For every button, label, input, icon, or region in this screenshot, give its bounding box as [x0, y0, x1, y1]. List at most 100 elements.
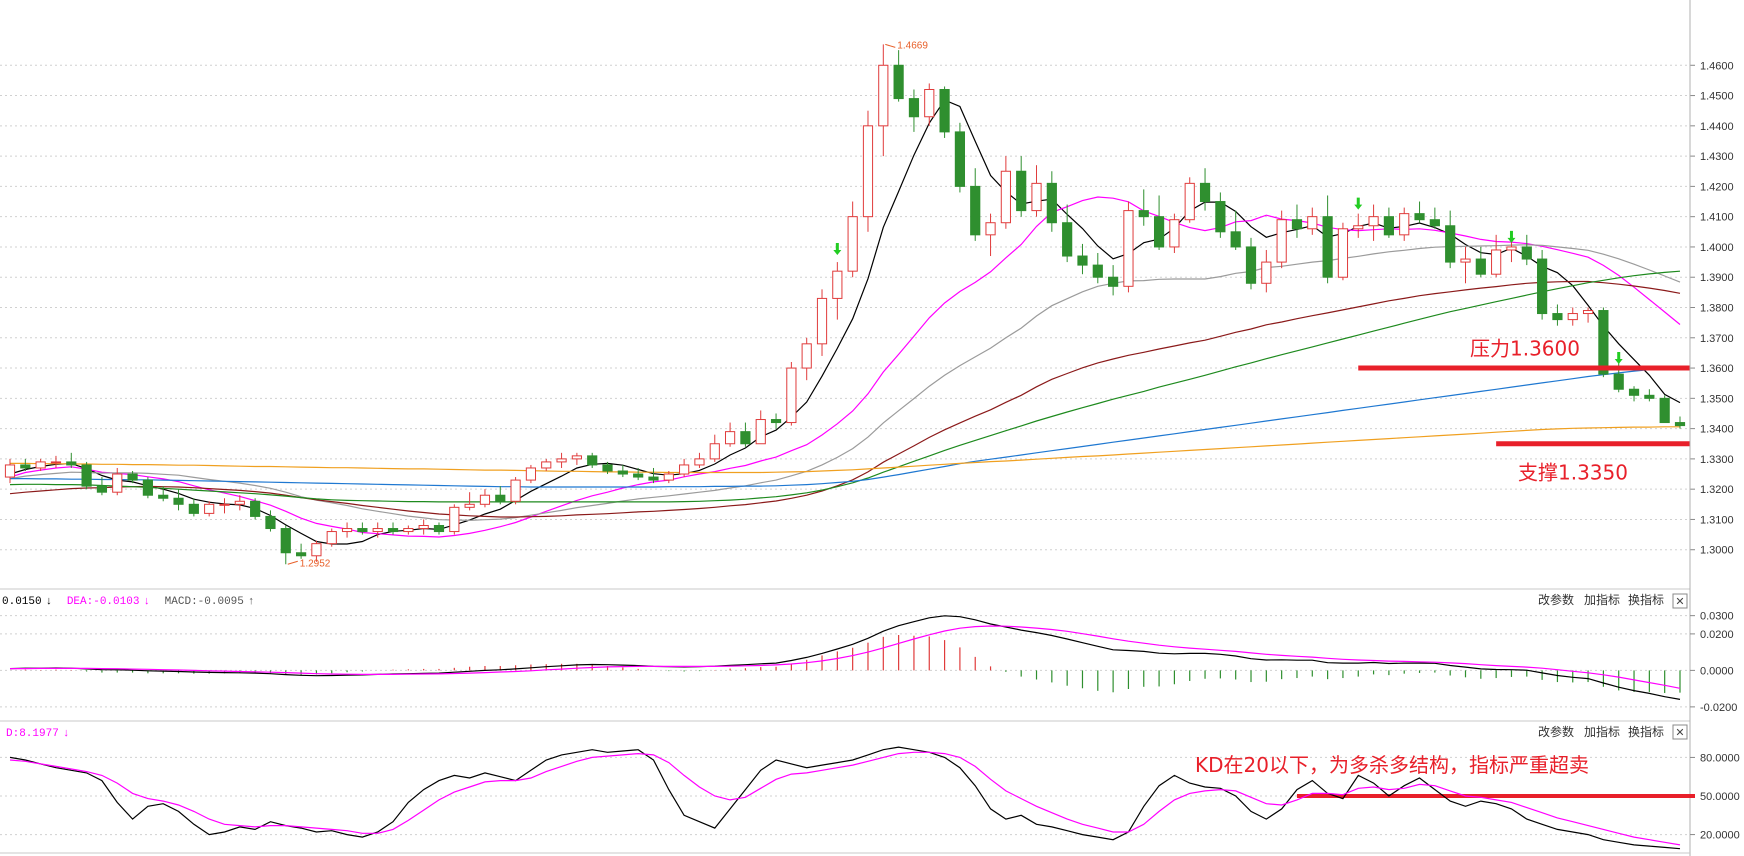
kd-switch-indicator-button[interactable]: 换指标: [1628, 724, 1664, 739]
signal-arrows: [833, 197, 1623, 364]
candle-body: [250, 500, 261, 517]
candle-body: [1414, 213, 1425, 221]
candle: [1399, 207, 1410, 241]
candle-body: [1506, 246, 1517, 251]
candle: [1245, 237, 1257, 290]
macd-macd-arrow: ↑: [248, 596, 255, 608]
candle: [1353, 213, 1364, 238]
candle-body: [908, 98, 920, 118]
candle-body: [1138, 210, 1149, 218]
candle: [786, 362, 797, 426]
candle: [112, 467, 123, 496]
candle-body: [878, 64, 889, 127]
candle: [1552, 304, 1563, 326]
candle: [35, 458, 46, 471]
kd-d-line: [9, 751, 1681, 846]
macd-histogram: [24, 634, 1681, 694]
candle: [740, 422, 751, 447]
candle: [341, 522, 353, 538]
candle-body: [81, 464, 92, 487]
candle: [1460, 246, 1471, 284]
candle: [1138, 189, 1149, 226]
macd-toolbar: 改参数 加指标 换指标 ✕: [1538, 592, 1688, 609]
candle: [1537, 249, 1548, 320]
candle: [1169, 213, 1180, 253]
candle-body: [296, 552, 307, 557]
candle: [234, 495, 245, 511]
candle: [1644, 389, 1655, 402]
candle-body: [1062, 222, 1073, 257]
candle-body: [862, 125, 874, 218]
candle-body: [127, 473, 138, 481]
moving-average-line-5: [9, 270, 1681, 503]
candle-body: [464, 503, 475, 508]
candle: [847, 201, 858, 278]
candle-body: [1644, 394, 1655, 399]
kd-change-params-button[interactable]: 改参数: [1538, 724, 1574, 739]
candle-body: [1353, 225, 1364, 230]
candle: [250, 498, 261, 520]
kd-close-icon: ✕: [1675, 726, 1684, 739]
candle: [1307, 207, 1318, 235]
candle-body: [847, 216, 858, 272]
candle-body: [372, 528, 383, 533]
candle-body: [112, 473, 123, 493]
candle: [924, 83, 935, 126]
candle: [755, 410, 766, 445]
candle: [1491, 234, 1502, 278]
price-tick-label: 1.4400: [1700, 121, 1734, 133]
candle: [127, 471, 138, 484]
candle: [1215, 192, 1226, 238]
candle-body: [1199, 182, 1211, 203]
kd-add-indicator-button[interactable]: 加指标: [1584, 724, 1620, 739]
candle: [20, 458, 31, 471]
price-y-axis: 1.4600 1.4500 1.4400 1.4300 1.4200 1.4100 1.40…: [1690, 60, 1734, 557]
kd-toolbar: 改参数 加指标 换指标 ✕: [1538, 724, 1688, 740]
candle: [770, 413, 782, 429]
candle-body: [709, 443, 720, 460]
price-tick-label: 1.3700: [1700, 333, 1734, 345]
candle: [1046, 171, 1057, 232]
change-params-button[interactable]: 改参数: [1538, 592, 1574, 607]
candle: [862, 110, 874, 232]
svg-text:0.0150↓ DEA:-0.0103↓: 0.0150 ↓ DEA:-0.0103 ↓ MACD:-0.0095 ↑: [2, 596, 255, 608]
candle: [188, 498, 199, 517]
candle: [801, 337, 812, 381]
candle: [280, 525, 291, 565]
candle: [602, 461, 613, 475]
macd-dea-arrow: ↓: [143, 596, 150, 608]
close-macd-button[interactable]: [1672, 593, 1688, 609]
price-tick-label: 1.4600: [1700, 60, 1734, 72]
signal-arrow-icon: [1614, 352, 1623, 364]
kd-tick-label: 50.0000: [1700, 791, 1740, 803]
macd-macd-value: MACD:-0.0095: [165, 596, 244, 608]
candle-body: [1261, 261, 1272, 284]
price-tick-label: 1.3400: [1700, 424, 1734, 436]
candle-body: [1108, 276, 1119, 287]
close-kd-button[interactable]: [1672, 724, 1688, 740]
candle-body: [816, 297, 828, 345]
candle: [265, 510, 276, 532]
resistance-annotation: 压力1.3600: [1470, 336, 1580, 360]
candle-body: [1077, 255, 1088, 266]
support-resistance-lines: [1358, 365, 1690, 447]
moving-average-lines: [9, 99, 1681, 545]
switch-indicator-button[interactable]: 换指标: [1628, 592, 1664, 607]
signal-arrow-icon: [1354, 197, 1363, 210]
candle-body: [50, 461, 62, 464]
macd-dea-line: [10, 625, 1681, 689]
candle-body: [1245, 246, 1257, 284]
candle: [985, 213, 996, 257]
price-gridlines: [0, 64, 1690, 551]
candle: [1445, 210, 1456, 269]
candle-body: [1000, 170, 1011, 224]
candle: [908, 89, 920, 132]
candle: [1337, 222, 1349, 281]
candle-body: [1537, 258, 1548, 315]
candle-body: [724, 431, 736, 445]
candle-body: [1123, 210, 1134, 287]
add-indicator-button[interactable]: 加指标: [1584, 592, 1620, 607]
candle: [4, 458, 16, 484]
candle: [954, 122, 966, 193]
candle: [709, 434, 720, 462]
